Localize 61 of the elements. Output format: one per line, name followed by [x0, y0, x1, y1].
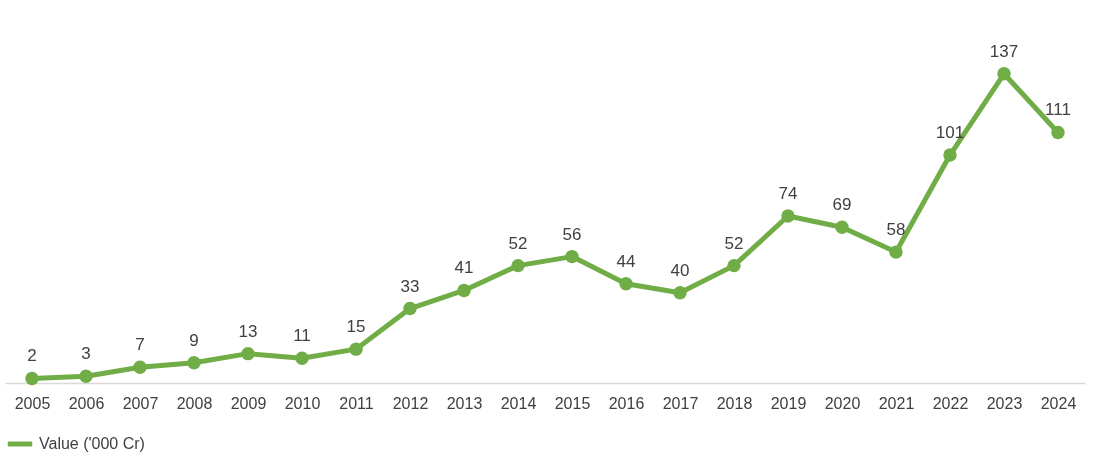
- point: [727, 258, 741, 273]
- x-tick-label: 2005: [14, 394, 51, 412]
- legend-label: Value ('000 Cr): [39, 435, 145, 452]
- data-label: 41: [454, 258, 474, 278]
- data-label: 3: [81, 344, 91, 364]
- x-tick-label: 2022: [932, 394, 969, 412]
- point: [133, 360, 147, 374]
- point: [295, 351, 309, 365]
- point: [403, 301, 417, 316]
- point: [619, 276, 633, 291]
- point: [835, 220, 849, 234]
- x-tick-label: 2008: [176, 394, 213, 412]
- data-label: 52: [508, 233, 528, 253]
- point: [187, 355, 201, 370]
- point: [79, 369, 93, 383]
- data-label: 74: [778, 183, 798, 203]
- x-tick-label: 2018: [716, 394, 753, 412]
- data-label: 137: [989, 41, 1019, 61]
- data-label: 69: [832, 195, 852, 215]
- x-tick-label: 2009: [230, 394, 267, 412]
- point: [25, 371, 39, 386]
- data-label: 101: [935, 123, 965, 143]
- data-label: 58: [886, 220, 906, 240]
- x-tick-label: 2021: [878, 394, 915, 412]
- point: [241, 346, 255, 361]
- point: [457, 283, 471, 298]
- data-label: 7: [135, 335, 145, 355]
- x-tick-label: 2019: [770, 394, 807, 412]
- point: [1051, 125, 1065, 140]
- data-label: 44: [616, 251, 636, 271]
- data-label: 2: [27, 346, 37, 366]
- x-tick-label: 2016: [608, 394, 645, 412]
- x-tick-label: 2006: [68, 394, 105, 412]
- x-tick-label: 2024: [1040, 394, 1077, 412]
- x-tick-label: 2012: [392, 394, 429, 412]
- data-label: 11: [293, 326, 311, 346]
- point: [943, 148, 957, 162]
- point: [997, 67, 1011, 81]
- x-tick-label: 2010: [284, 394, 321, 412]
- x-tick-label: 2007: [122, 394, 159, 412]
- x-tick-label: 2013: [446, 394, 483, 412]
- x-tick-label: 2014: [500, 394, 537, 412]
- data-label: 40: [670, 260, 690, 280]
- point: [349, 342, 363, 356]
- data-label: 9: [189, 330, 199, 350]
- point: [889, 245, 903, 259]
- point: [673, 286, 687, 300]
- data-label: 111: [1045, 100, 1071, 120]
- data-label: 33: [400, 276, 420, 296]
- x-tick-label: 2017: [662, 394, 699, 412]
- data-label: 52: [724, 233, 744, 253]
- data-label: 13: [238, 321, 258, 341]
- data-label: 56: [562, 224, 582, 244]
- x-tick-label: 2023: [986, 394, 1023, 412]
- point: [511, 258, 525, 273]
- point: [565, 249, 579, 264]
- x-tick-label: 2020: [824, 394, 861, 412]
- x-tick-label: 2015: [554, 394, 591, 412]
- x-tick-label: 2011: [339, 394, 374, 412]
- point: [781, 209, 795, 223]
- data-label: 15: [346, 317, 366, 337]
